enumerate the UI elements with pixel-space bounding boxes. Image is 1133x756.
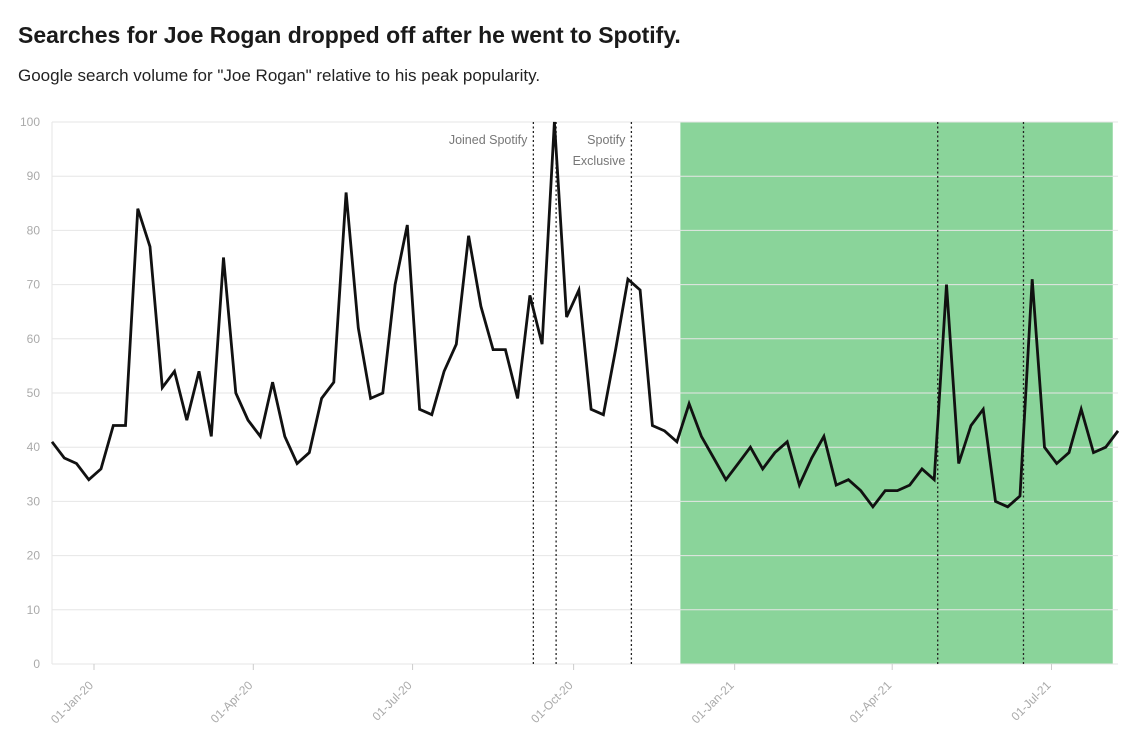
y-tick-label: 80 xyxy=(27,223,41,237)
y-tick-label: 60 xyxy=(27,332,41,346)
x-tick-label: 01-Jan-20 xyxy=(48,678,96,726)
y-tick-label: 10 xyxy=(27,603,41,617)
reference-line-label: Spotify xyxy=(587,133,626,147)
x-tick-label: 01-Jan-21 xyxy=(689,678,737,726)
y-tick-label: 50 xyxy=(27,386,41,400)
y-tick-label: 20 xyxy=(27,549,41,563)
y-tick-label: 0 xyxy=(33,657,40,671)
x-tick-label: 01-Oct-20 xyxy=(528,678,576,726)
y-tick-label: 70 xyxy=(27,278,41,292)
y-tick-label: 100 xyxy=(20,115,40,129)
reference-line-label: Joined Spotify xyxy=(449,133,528,147)
x-tick-label: 01-Apr-20 xyxy=(208,678,256,726)
y-tick-label: 90 xyxy=(27,169,41,183)
x-tick-label: 01-Apr-21 xyxy=(847,678,895,726)
y-tick-label: 30 xyxy=(27,494,41,508)
chart-subtitle: Google search volume for "Joe Rogan" rel… xyxy=(18,66,541,85)
x-tick-label: 01-Jul-21 xyxy=(1008,678,1054,724)
reference-line-label: Exclusive xyxy=(573,154,626,168)
x-tick-label: 01-Jul-20 xyxy=(369,678,415,724)
chart-title: Searches for Joe Rogan dropped off after… xyxy=(18,22,681,48)
series-line xyxy=(50,121,1120,510)
y-tick-label: 40 xyxy=(27,440,41,454)
